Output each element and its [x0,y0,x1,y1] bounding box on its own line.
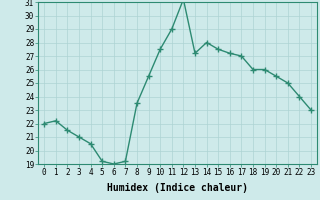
X-axis label: Humidex (Indice chaleur): Humidex (Indice chaleur) [107,183,248,193]
